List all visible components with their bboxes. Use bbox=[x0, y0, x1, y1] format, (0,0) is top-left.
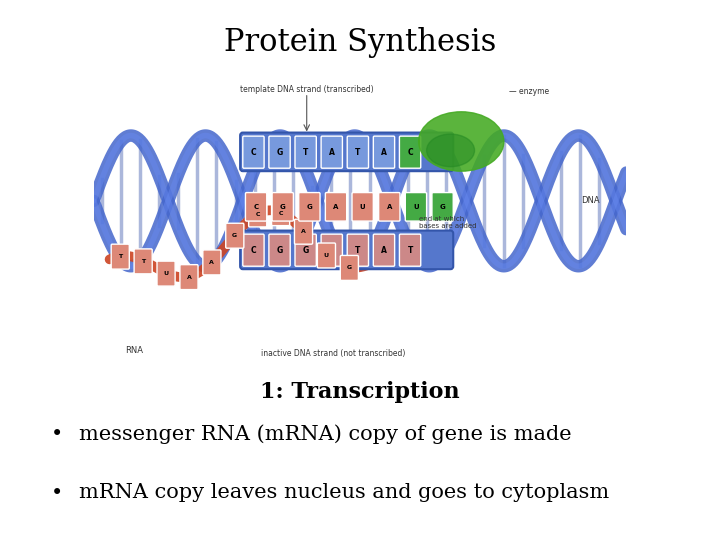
Text: C: C bbox=[256, 212, 260, 217]
Ellipse shape bbox=[418, 112, 504, 171]
FancyBboxPatch shape bbox=[432, 193, 454, 221]
FancyBboxPatch shape bbox=[347, 234, 369, 266]
Text: T: T bbox=[141, 259, 145, 264]
Text: DNA: DNA bbox=[581, 197, 600, 205]
Text: A: A bbox=[333, 204, 338, 210]
Text: A: A bbox=[381, 246, 387, 255]
Text: A: A bbox=[186, 275, 192, 280]
Text: G: G bbox=[276, 246, 283, 255]
Text: •: • bbox=[50, 483, 63, 503]
FancyBboxPatch shape bbox=[203, 250, 221, 275]
Text: G: G bbox=[280, 204, 286, 210]
Text: T: T bbox=[118, 254, 122, 259]
Text: Protein Synthesis: Protein Synthesis bbox=[224, 27, 496, 58]
Text: template DNA strand (transcribed): template DNA strand (transcribed) bbox=[240, 85, 374, 94]
FancyBboxPatch shape bbox=[341, 255, 359, 280]
FancyBboxPatch shape bbox=[352, 193, 374, 221]
Text: G: G bbox=[347, 266, 352, 271]
Text: RNA: RNA bbox=[125, 347, 143, 355]
FancyBboxPatch shape bbox=[134, 249, 152, 274]
Text: U: U bbox=[163, 271, 168, 276]
FancyBboxPatch shape bbox=[400, 136, 420, 168]
Text: T: T bbox=[408, 246, 413, 255]
Text: T: T bbox=[355, 246, 361, 255]
Text: T: T bbox=[303, 147, 308, 157]
Text: A: A bbox=[210, 260, 215, 265]
FancyBboxPatch shape bbox=[374, 234, 395, 266]
Text: 1: Transcription: 1: Transcription bbox=[260, 381, 460, 403]
Text: U: U bbox=[324, 253, 329, 258]
FancyBboxPatch shape bbox=[111, 244, 130, 269]
FancyBboxPatch shape bbox=[243, 136, 264, 168]
FancyBboxPatch shape bbox=[157, 261, 175, 286]
FancyBboxPatch shape bbox=[243, 234, 264, 266]
FancyBboxPatch shape bbox=[299, 193, 320, 221]
FancyBboxPatch shape bbox=[347, 136, 369, 168]
Text: C: C bbox=[251, 147, 256, 157]
FancyBboxPatch shape bbox=[269, 234, 290, 266]
Text: G: G bbox=[307, 204, 312, 210]
Text: A: A bbox=[329, 246, 335, 255]
FancyBboxPatch shape bbox=[226, 223, 244, 248]
FancyBboxPatch shape bbox=[248, 202, 266, 227]
Text: G: G bbox=[302, 246, 309, 255]
Text: A: A bbox=[329, 147, 335, 157]
Text: messenger RNA (mRNA) copy of gene is made: messenger RNA (mRNA) copy of gene is mad… bbox=[79, 424, 572, 443]
FancyBboxPatch shape bbox=[321, 234, 343, 266]
Text: G: G bbox=[233, 233, 238, 238]
Text: U: U bbox=[413, 204, 419, 210]
FancyBboxPatch shape bbox=[180, 265, 198, 289]
FancyBboxPatch shape bbox=[405, 193, 427, 221]
FancyBboxPatch shape bbox=[269, 136, 290, 168]
Text: A: A bbox=[381, 147, 387, 157]
Text: G: G bbox=[440, 204, 446, 210]
FancyBboxPatch shape bbox=[374, 136, 395, 168]
Text: U: U bbox=[360, 204, 366, 210]
Text: •: • bbox=[50, 424, 63, 444]
FancyBboxPatch shape bbox=[321, 136, 343, 168]
FancyBboxPatch shape bbox=[240, 231, 454, 269]
Ellipse shape bbox=[426, 134, 474, 167]
Text: mRNA copy leaves nucleus and goes to cytoplasm: mRNA copy leaves nucleus and goes to cyt… bbox=[79, 483, 609, 502]
Text: T: T bbox=[355, 147, 361, 157]
Text: — enzyme: — enzyme bbox=[509, 87, 549, 96]
FancyBboxPatch shape bbox=[272, 193, 294, 221]
FancyBboxPatch shape bbox=[400, 234, 420, 266]
FancyBboxPatch shape bbox=[240, 132, 454, 171]
FancyBboxPatch shape bbox=[325, 193, 347, 221]
Text: C: C bbox=[253, 204, 258, 210]
Text: end at which
bases are added: end at which bases are added bbox=[418, 215, 476, 229]
Text: A: A bbox=[387, 204, 392, 210]
FancyBboxPatch shape bbox=[294, 219, 312, 244]
Text: G: G bbox=[276, 147, 283, 157]
FancyBboxPatch shape bbox=[318, 243, 336, 268]
Text: C: C bbox=[279, 211, 283, 215]
FancyBboxPatch shape bbox=[246, 193, 266, 221]
FancyBboxPatch shape bbox=[379, 193, 400, 221]
FancyBboxPatch shape bbox=[295, 234, 316, 266]
Text: A: A bbox=[301, 229, 306, 234]
Text: C: C bbox=[251, 246, 256, 255]
FancyBboxPatch shape bbox=[271, 201, 289, 226]
Text: inactive DNA strand (not transcribed): inactive DNA strand (not transcribed) bbox=[261, 349, 405, 359]
Text: C: C bbox=[408, 147, 413, 157]
FancyBboxPatch shape bbox=[295, 136, 316, 168]
